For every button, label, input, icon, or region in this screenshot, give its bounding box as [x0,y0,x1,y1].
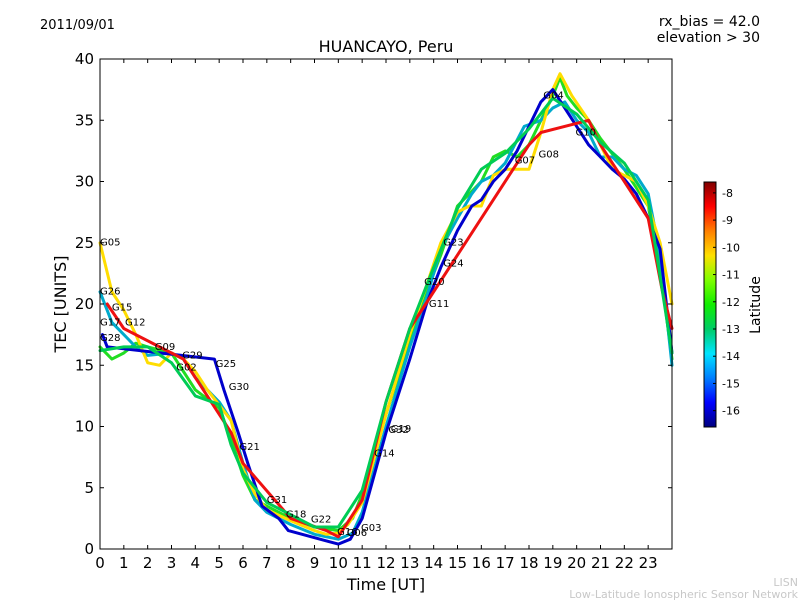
sat-label-G02: G02 [176,363,196,374]
sat-label-G10: G10 [576,127,596,138]
sat-label-G07: G07 [515,156,535,167]
y-tick-label: 0 [84,540,94,558]
sat-label-G21: G21 [239,442,259,453]
axis-layer: 0 1 2 3 4 5 6 7 8 9 10 11 12 13 14 15 16 17 18 19 20 21 22 2305… [75,50,672,572]
colorbar-tick-label: -8 [722,187,733,200]
sat-label-G15: G15 [112,303,132,314]
sat-label-G11: G11 [429,299,449,310]
elevation-label: elevation > 30 [656,30,760,46]
x-tick-label: 15 [448,554,467,572]
x-tick-label: 22 [615,554,634,572]
sat-label-G05: G05 [100,238,120,249]
y-axis-label: TEC [UNITS] [51,256,70,354]
credit-short: LISN [773,576,798,589]
x-tick-label: 21 [591,554,610,572]
colorbar-tick-label: -10 [722,241,740,254]
colorbar-tick-label: -11 [722,269,740,282]
x-tick-label: 10 [329,554,348,572]
tec-series-E [105,118,674,539]
x-tick-label: 20 [567,554,586,572]
x-tick-label: 19 [543,554,562,572]
tec-series-D [100,88,674,546]
x-tick-label: 9 [310,554,320,572]
x-tick-label: 3 [167,554,177,572]
sat-label-G25: G25 [216,359,236,370]
sat-label-G06: G06 [347,528,367,539]
credit-full: Low-Latitude Ionospheric Sensor Network [569,588,798,601]
x-tick-label: 12 [376,554,395,572]
sat-label-G14: G14 [374,448,394,459]
x-tick-label: 23 [639,554,658,572]
colorbar-tick-label: -15 [722,377,740,390]
series-layer [98,72,674,546]
sat-label-G04: G04 [543,91,563,102]
colorbar-label: Latitude [748,276,764,334]
colorbar-tick-label: -14 [722,350,740,363]
x-tick-label: 7 [262,554,272,572]
sat-label-G31: G31 [267,495,287,506]
tec-series-A [98,75,674,533]
sat-label-G22: G22 [311,515,331,526]
x-tick-label: 4 [191,554,201,572]
sat-label-G23: G23 [443,238,463,249]
x-tick-label: 1 [119,554,129,572]
x-axis-label: Time [UT] [346,575,425,594]
sat-label-G30: G30 [229,382,249,393]
colorbar: -8 -9 -10 -11 -12 -13 -14 -15 -16 Latitude [703,181,764,428]
sat-label-layer: G05 G26 G15 G17 G12 G28 G09 G29 G02 G25 G30 G21 G31 G… [100,91,596,539]
y-tick-label: 15 [75,356,94,374]
y-tick-label: 20 [75,295,94,313]
colorbar-gradient [703,181,717,428]
sat-label-G12: G12 [125,317,145,328]
tec-series-B [98,100,674,541]
y-tick-label: 5 [84,479,94,497]
date-label: 2011/09/01 [40,18,115,33]
sat-label-G18: G18 [286,510,306,521]
x-tick-label: 0 [95,554,105,572]
x-tick-label: 5 [214,554,224,572]
y-tick-label: 30 [75,173,94,191]
sat-label-G24: G24 [443,259,463,270]
y-tick-label: 40 [75,50,94,68]
sat-label-G28: G28 [100,333,120,344]
x-tick-label: 6 [238,554,248,572]
colorbar-tick-label: -9 [722,214,733,227]
y-tick-label: 35 [75,111,94,129]
colorbar-tick-label: -13 [722,323,740,336]
sat-label-G17: G17 [100,317,120,328]
x-tick-label: 18 [519,554,538,572]
sat-label-G29: G29 [182,350,202,361]
sat-label-G19: G19 [391,424,411,435]
sat-label-G03: G03 [361,523,381,534]
y-tick-label: 10 [75,418,94,436]
x-tick-label: 16 [472,554,491,572]
x-tick-label: 13 [400,554,419,572]
x-tick-label: 11 [353,554,372,572]
sat-label-G26: G26 [100,287,120,298]
rx-bias-label: rx_bias = 42.0 [658,14,760,30]
tec-series-F [98,96,674,529]
x-tick-label: 17 [496,554,515,572]
sat-label-G16: G16 [337,527,357,538]
sat-label-G09: G09 [155,342,175,353]
sat-label-G20: G20 [424,277,444,288]
y-tick-label: 25 [75,234,94,252]
colorbar-ticks: -8 -9 -10 -11 -12 -13 -14 -15 -16 [713,187,740,418]
colorbar-tick-label: -16 [722,405,740,418]
x-tick-label: 14 [424,554,443,572]
colorbar-tick-label: -12 [722,296,740,309]
sat-label-G32: G32 [388,425,408,436]
x-tick-label: 2 [143,554,153,572]
chart-title: HUANCAYO, Peru [318,37,454,56]
x-tick-label: 8 [286,554,296,572]
sat-label-G08: G08 [539,149,559,160]
